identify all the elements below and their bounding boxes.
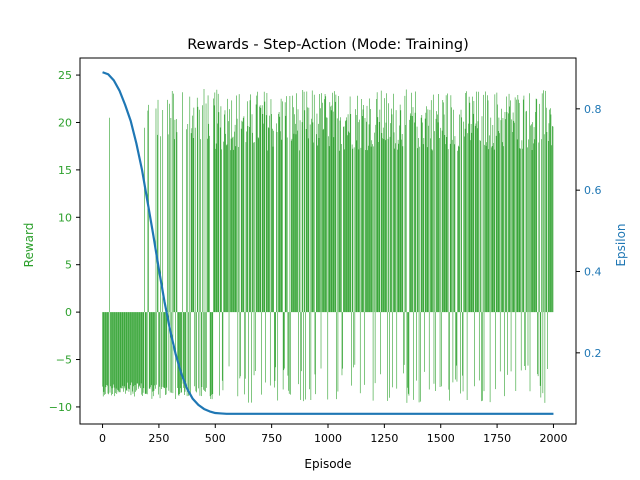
y-right-tick-label: 0.6 — [584, 184, 602, 197]
y-left-tick-label: −5 — [56, 354, 72, 367]
x-tick-label: 2000 — [539, 432, 567, 445]
x-tick-label: 0 — [99, 432, 106, 445]
x-tick-label: 250 — [148, 432, 169, 445]
reward-bars — [102, 88, 554, 403]
y-right-tick-label: 0.4 — [584, 266, 602, 279]
y-left-tick-label: 25 — [58, 69, 72, 82]
y-left-axis-ticks: −10 −5 0 5 10 15 20 25 — [49, 69, 80, 414]
x-tick-label: 750 — [261, 432, 282, 445]
x-tick-label: 1000 — [314, 432, 342, 445]
y-left-tick-label: 10 — [58, 211, 72, 224]
y-right-tick-label: 0.2 — [584, 347, 602, 360]
y-left-axis-label: Reward — [22, 223, 36, 268]
x-tick-label: 1500 — [427, 432, 455, 445]
x-tick-label: 500 — [205, 432, 226, 445]
epsilon-line-group — [102, 71, 554, 415]
x-tick-label: 1250 — [370, 432, 398, 445]
y-left-tick-label: 20 — [58, 116, 72, 129]
chart-title: Rewards - Step-Action (Mode: Training) — [187, 37, 468, 53]
y-left-tick-label: 15 — [58, 164, 72, 177]
x-tick-label: 1750 — [483, 432, 511, 445]
y-left-tick-label: 0 — [65, 306, 72, 319]
x-axis-label: Episode — [304, 457, 351, 471]
y-right-axis-label: Epsilon — [614, 223, 628, 266]
y-right-axis-ticks: 0.2 0.4 0.6 0.8 — [576, 103, 602, 360]
epsilon-line — [102, 71, 554, 415]
x-axis-ticks: 0 250 500 750 1000 1250 1500 1750 2000 — [99, 424, 567, 445]
y-left-tick-label: −10 — [49, 401, 72, 414]
y-left-tick-label: 5 — [65, 259, 72, 272]
y-right-tick-label: 0.8 — [584, 103, 602, 116]
